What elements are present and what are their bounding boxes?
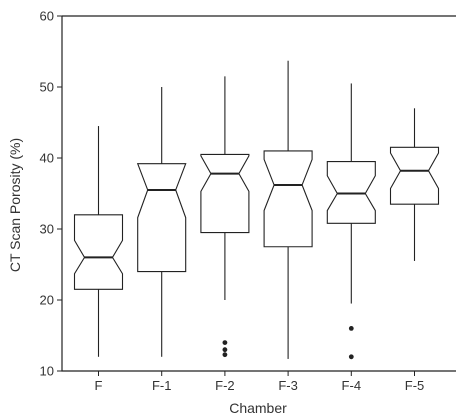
y-tick-label: 20 (40, 293, 54, 308)
x-tick-label: F-1 (152, 378, 172, 393)
box-F-3 (263, 60, 313, 359)
notched-box (263, 150, 313, 248)
y-tick-label: 50 (40, 80, 54, 95)
y-tick-label: 60 (40, 9, 54, 24)
box-F-1 (136, 87, 187, 357)
notched-box (389, 146, 440, 205)
x-axis-title: Chamber (229, 400, 287, 416)
outlier-point (222, 352, 228, 358)
notched-box (200, 153, 250, 234)
y-tick-label: 10 (40, 364, 54, 379)
box-F-2 (200, 76, 250, 358)
x-tick-label: F (95, 378, 103, 393)
y-tick-label: 30 (40, 222, 54, 237)
x-tick-label: F-5 (405, 378, 425, 393)
notched-box (326, 161, 376, 224)
box-F-4 (326, 83, 376, 360)
x-tick-label: F-4 (342, 378, 362, 393)
y-tick-label: 40 (40, 151, 54, 166)
outlier-point (222, 347, 228, 353)
x-tick-label: F-2 (215, 378, 235, 393)
y-axis-title: CT Scan Porosity (%) (7, 138, 23, 272)
outlier-point (348, 354, 354, 360)
outlier-point (348, 326, 354, 331)
x-tick-label: F-3 (278, 378, 298, 393)
notched-box (136, 163, 187, 273)
axes: 10 20 30 40 50 60 F F-1 F-2 F-3 F-4 F-5 (40, 9, 456, 393)
outlier-point (222, 340, 228, 345)
box-F (73, 126, 124, 357)
notched-box (73, 214, 124, 290)
box-F-5 (389, 108, 440, 261)
box-group (73, 60, 440, 360)
